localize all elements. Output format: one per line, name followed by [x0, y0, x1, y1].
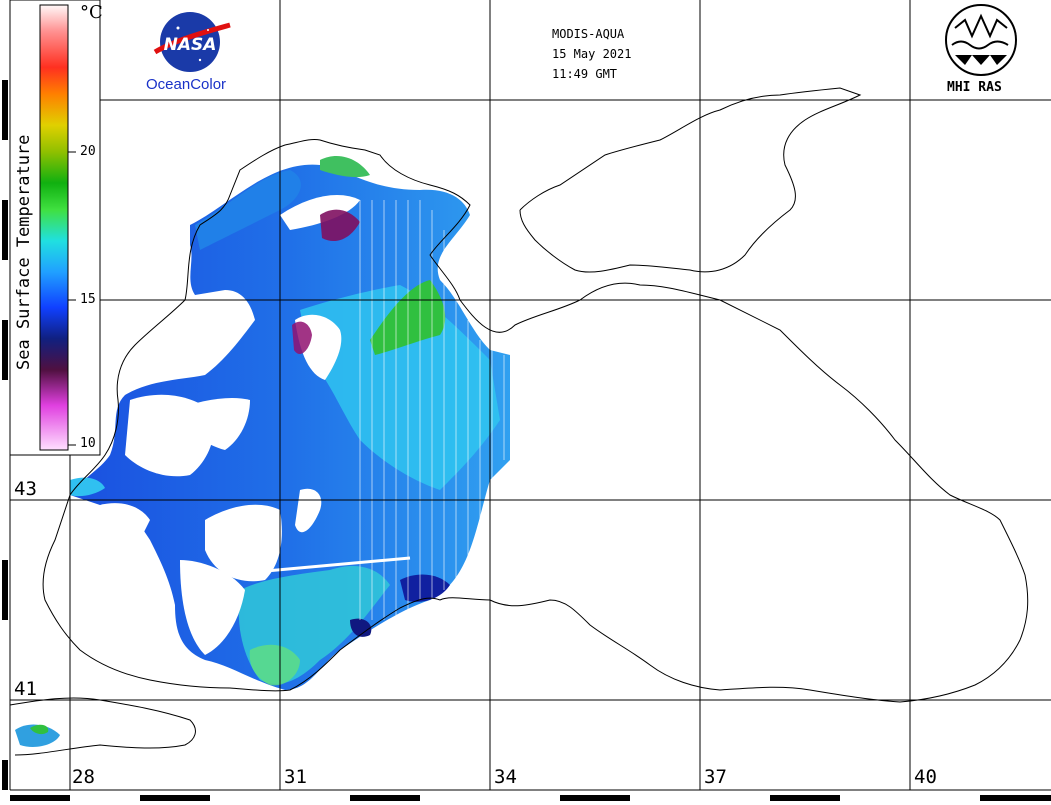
coast-marmara [9, 697, 196, 756]
sst-data-layer [15, 155, 510, 747]
sea-cold-purple-1 [320, 209, 360, 242]
cloud-gap-1 [280, 195, 360, 230]
left-ruler [0, 0, 11, 801]
nasa-text: NASA [164, 35, 217, 55]
lon-label-34: 34 [494, 766, 517, 788]
sensor-info: MODIS-AQUA 15 May 2021 11:49 GMT [552, 24, 631, 84]
sea-nw-shelf [195, 170, 301, 250]
nasa-logo: NASA [153, 12, 231, 72]
sea-marmara-green [30, 724, 49, 735]
scan-stripes [359, 200, 505, 620]
sea-bulgaria-patch [70, 477, 105, 497]
lon-label-28: 28 [72, 766, 95, 788]
colorbar-title: Sea Surface Temperature [14, 134, 34, 370]
sea-north-green [320, 155, 370, 178]
bottom-ruler [0, 789, 1051, 801]
mhi-logo [945, 4, 1017, 76]
cloud-gap-4 [175, 398, 250, 450]
sea-cold-patch-2 [350, 618, 372, 637]
cloud-gap-6 [180, 560, 245, 655]
lon-label-31: 31 [284, 766, 307, 788]
lon-label-40: 40 [914, 766, 937, 788]
coastline [9, 87, 1029, 756]
lon-label-37: 37 [704, 766, 727, 788]
cloud-gap-7 [100, 503, 150, 540]
cloud-gap-5 [205, 504, 282, 582]
colorbar-tick-10: 10 [80, 436, 96, 451]
scan-swath-gap [254, 556, 411, 574]
coast-north-east [184, 139, 1029, 703]
sea-cold-patch-1 [400, 574, 450, 602]
lat-label-41: 41 [14, 678, 37, 700]
colorbar-unit: °C [80, 2, 103, 23]
colorbar-ticks [68, 151, 76, 446]
mhi-ras-text: MHI RAS [947, 80, 1002, 95]
sensor-name: MODIS-AQUA [552, 27, 625, 41]
colorbar-tick-20: 20 [80, 144, 96, 159]
colorbar-tick-15: 15 [80, 292, 96, 307]
sea-marmara [15, 724, 60, 747]
acquisition-date: 15 May 2021 [552, 47, 632, 61]
lat-label-43: 43 [14, 478, 37, 500]
sea-green-south [249, 644, 300, 686]
oceancolor-text: OceanColor [146, 76, 227, 93]
coast-azov [519, 87, 862, 273]
acquisition-time: 11:49 GMT [552, 67, 618, 81]
sea-cyan-region [300, 285, 500, 490]
coast-southwest [42, 299, 441, 692]
colorbar-gradient [39, 4, 69, 451]
sea-cold-purple-2 [292, 321, 312, 355]
